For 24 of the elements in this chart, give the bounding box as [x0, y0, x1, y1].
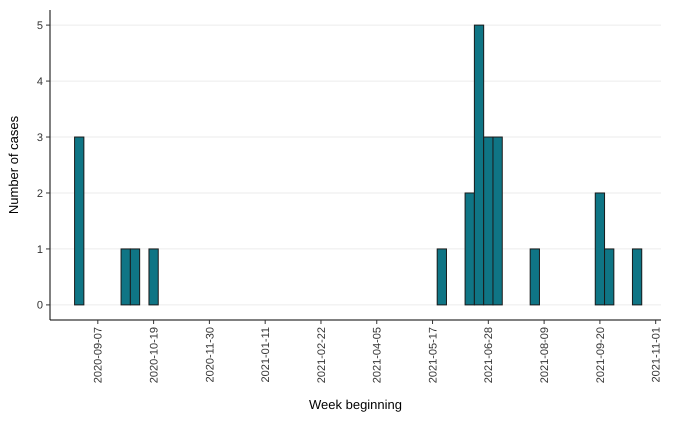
y-tick-label: 4 [36, 76, 43, 88]
x-tick-label: 2021-09-20 [594, 327, 607, 384]
y-tick-label: 5 [36, 20, 43, 32]
x-tick-label: 2021-08-09 [538, 327, 551, 384]
bar [74, 136, 84, 306]
y-tick-label: 2 [36, 188, 43, 200]
bar [436, 248, 447, 306]
x-tick-label: 2021-06-28 [483, 327, 496, 384]
y-axis-title: Number of cases [6, 115, 21, 214]
bar [632, 248, 642, 306]
y-tick-label: 3 [36, 132, 43, 144]
x-tick-label: 2020-11-30 [204, 327, 216, 382]
x-tick-label: 2020-10-19 [148, 327, 160, 384]
x-tick-label: 2021-01-11 [260, 327, 272, 382]
y-tick-label: 1 [36, 244, 43, 256]
bar [148, 248, 159, 306]
x-tick-label: 2021-04-05 [372, 327, 384, 384]
x-tick-label: 2021-02-22 [316, 327, 328, 384]
x-tick-label: 2020-09-07 [92, 327, 105, 384]
y-tick-label: 0 [36, 300, 43, 312]
x-tick-label: 2021-11-01 [650, 327, 663, 382]
x-tick-label: 2021-05-17 [427, 327, 440, 384]
x-axis-title: Week beginning [309, 397, 402, 412]
bar [530, 248, 540, 306]
